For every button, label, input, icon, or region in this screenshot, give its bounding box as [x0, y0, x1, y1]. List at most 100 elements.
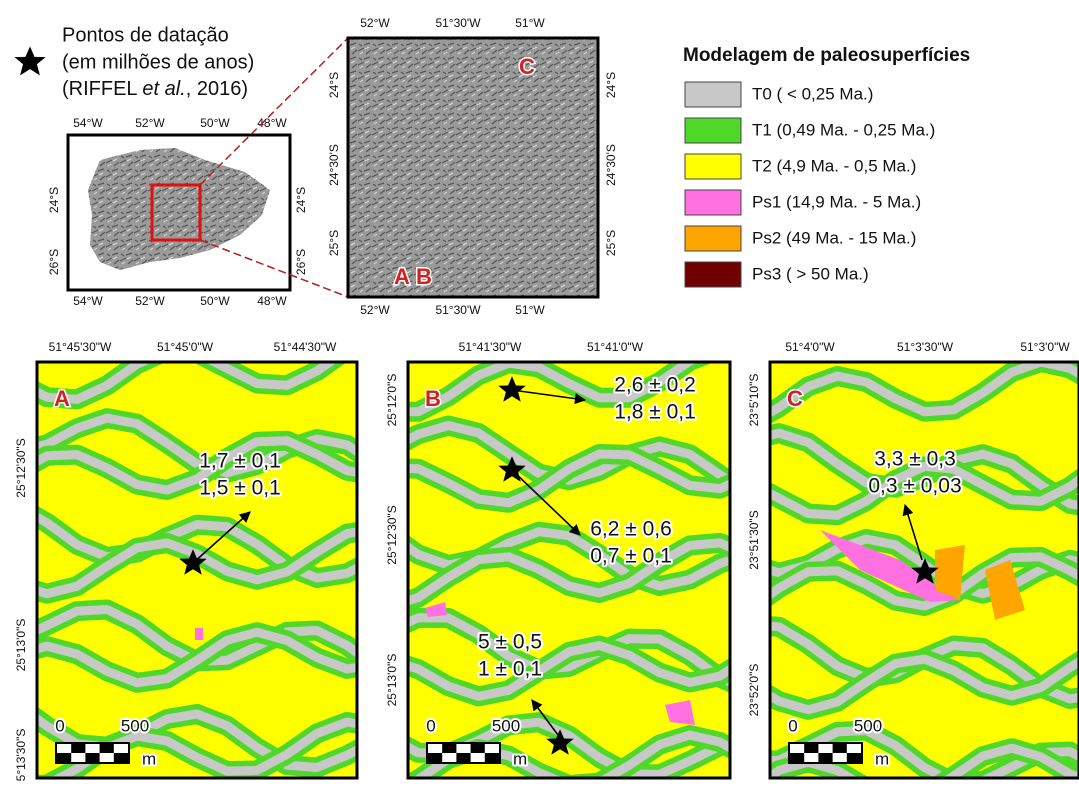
citation: (RIFFEL et al., 2016) — [62, 78, 248, 100]
scale-cell — [833, 753, 847, 762]
lat-tick-label: 25°13'0"S — [14, 619, 28, 672]
scale-unit: m — [142, 749, 156, 768]
figure: Pontos de datação (em milhões de anos) (RI… — [0, 0, 1079, 791]
scale-cell — [71, 753, 85, 762]
lat-tick-label: 24°S — [47, 187, 61, 213]
lon-tick-label: 51°3'30"W — [897, 340, 954, 354]
lon-tick-label: 48°W — [257, 294, 287, 308]
lon-tick-label: 51°4'0"W — [785, 340, 835, 354]
lat-tick-label: 25°12'0"S — [385, 374, 399, 427]
legend-swatch — [685, 82, 741, 107]
age-label: 1,7 ± 0,1 — [199, 450, 281, 473]
lat-tick-label: 23°51'30"S — [747, 510, 761, 569]
lon-tick-label: 51°W — [515, 303, 545, 317]
lon-tick-label: 51°45'30"W — [49, 340, 112, 354]
age-label: 1,5 ± 0,1 — [199, 477, 281, 500]
lat-tick-label: 25°12'30"S — [385, 505, 399, 564]
legend-title: Modelagem de paleosuperfícies — [683, 45, 970, 66]
legend-label: T0 ( < 0,25 Ma.) — [752, 84, 873, 103]
age-label: 5 ± 0,5 — [478, 631, 542, 654]
scale-label: 500 — [854, 716, 882, 735]
lon-tick-label: 54°W — [73, 116, 103, 130]
lon-tick-label: 50°W — [200, 116, 230, 130]
scale-cell — [471, 753, 485, 762]
scale-unit: m — [513, 749, 527, 768]
lat-tick-label: 5°13'30"S — [14, 729, 28, 782]
legend-swatch — [685, 262, 741, 287]
legend-label: Ps3 ( > 50 Ma.) — [752, 264, 869, 283]
ps1-patch — [195, 628, 203, 640]
age-label: 2,6 ± 0,2 — [614, 374, 696, 397]
scale-cell — [485, 744, 499, 753]
inset-frame — [348, 38, 598, 297]
lat-tick-label: 23°52'0"S — [747, 664, 761, 717]
lat-tick-label: 25°12'30"S — [14, 438, 28, 497]
scale-cell — [818, 744, 832, 753]
lat-tick-label: 26°S — [294, 249, 308, 275]
scale-cell — [442, 753, 456, 762]
lon-tick-label: 51°W — [515, 16, 545, 30]
lon-tick-label: 52°W — [360, 16, 390, 30]
lat-tick-label: 24°S — [294, 187, 308, 213]
lat-tick-label: 24°S — [327, 72, 341, 98]
lon-tick-label: 52°W — [360, 303, 390, 317]
panel-letter: A — [54, 386, 70, 411]
scale-label: 500 — [492, 716, 520, 735]
legend-swatch — [685, 226, 741, 251]
legend-swatch — [685, 154, 741, 179]
lon-tick-label: 51°41'30"W — [459, 340, 522, 354]
scale-cell — [456, 744, 470, 753]
scale-cell — [57, 744, 71, 753]
lon-tick-label: 52°W — [135, 294, 165, 308]
lon-tick-label: 54°W — [73, 294, 103, 308]
age-label: 6,2 ± 0,6 — [590, 518, 672, 541]
lat-tick-label: 25°S — [604, 230, 618, 256]
scale-cell — [85, 744, 99, 753]
lon-tick-label: 51°30'W — [435, 303, 481, 317]
lat-tick-label: 24°S — [604, 72, 618, 98]
scale-label: 0 — [788, 716, 797, 735]
lon-tick-label: 50°W — [200, 294, 230, 308]
panel-letter: C — [787, 386, 803, 411]
scale-cell — [100, 753, 114, 762]
scale-cell — [847, 744, 861, 753]
legend-label: T2 (4,9 Ma. - 0,5 Ma.) — [752, 156, 916, 175]
scale-cell — [114, 744, 128, 753]
age-label: 3,3 ± 0,3 — [874, 448, 956, 471]
lat-tick-label: 26°S — [47, 249, 61, 275]
lon-tick-label: 51°41'0"W — [587, 340, 644, 354]
legend-line: Pontos de datação — [62, 24, 229, 46]
lon-tick-label: 51°45'0"W — [157, 340, 214, 354]
site-label: A — [394, 264, 410, 289]
age-label: 1 ± 0,1 — [478, 658, 542, 681]
age-label: 0,7 ± 0,1 — [590, 545, 672, 568]
scale-label: 500 — [121, 716, 149, 735]
citation-part: (RIFFEL — [62, 78, 142, 100]
citation-part: , 2016) — [186, 78, 248, 100]
lon-tick-label: 52°W — [135, 116, 165, 130]
lon-tick-label: 51°3'0"W — [1020, 340, 1070, 354]
scale-cell — [804, 753, 818, 762]
scale-label: 0 — [55, 716, 64, 735]
star-marker — [14, 46, 45, 75]
site-label: C — [519, 54, 535, 79]
legend-line: (em milhões de anos) — [62, 51, 254, 73]
scale-cell — [428, 744, 442, 753]
lat-tick-label: 25°S — [327, 230, 341, 256]
scale-unit: m — [875, 749, 889, 768]
lon-tick-label: 51°44'30"W — [274, 340, 337, 354]
panel-letter: B — [425, 386, 441, 411]
legend-swatch — [685, 118, 741, 143]
citation-part: et al. — [142, 78, 185, 100]
scale-cell — [790, 744, 804, 753]
lon-tick-label: 51°30'W — [435, 16, 481, 30]
lat-tick-label: 24°30'S — [327, 144, 341, 186]
legend-label: T1 (0,49 Ma. - 0,25 Ma.) — [752, 120, 935, 139]
scale-label: 0 — [426, 716, 435, 735]
legend-label: Ps2 (49 Ma. - 15 Ma.) — [752, 228, 916, 247]
legend-swatch — [685, 190, 741, 215]
age-label: 0,3 ± 0,03 — [868, 475, 961, 498]
lat-tick-label: 25°13'0"S — [385, 654, 399, 707]
site-label: B — [416, 264, 432, 289]
age-label: 1,8 ± 0,1 — [614, 401, 696, 424]
